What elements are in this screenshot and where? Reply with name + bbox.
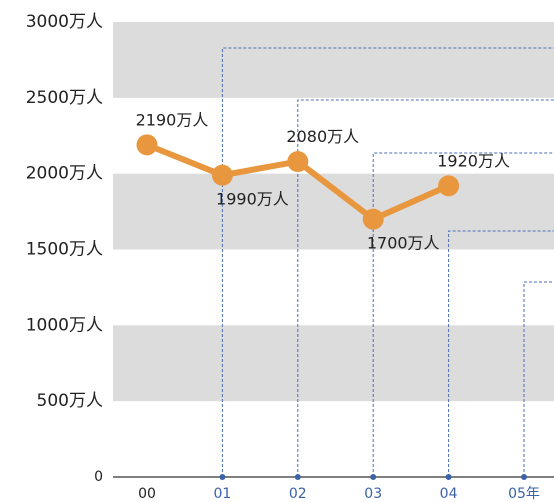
- point: [362, 208, 384, 230]
- point: [287, 151, 309, 173]
- x-tick-label: 05年: [508, 486, 540, 502]
- y-tick-label: 2000万人: [26, 164, 103, 184]
- y-tick-label: 3000万人: [26, 12, 103, 32]
- guide-line: [448, 230, 554, 477]
- x-tick-label: 02: [289, 486, 307, 502]
- y-tick-label: 1000万人: [26, 315, 103, 335]
- guide-line: [221, 47, 554, 477]
- data-label: 1920万人: [437, 151, 510, 170]
- guide-line: [297, 99, 554, 477]
- axis-dot: [370, 474, 377, 480]
- point: [136, 134, 158, 156]
- x-tick-label: 00: [138, 486, 156, 502]
- y-tick-label: 2500万人: [26, 88, 103, 108]
- axis-dot: [521, 474, 527, 480]
- guide-line: [372, 152, 554, 477]
- axis-dot: [445, 474, 452, 480]
- axis-dot: [219, 474, 226, 480]
- point: [438, 175, 460, 197]
- guide-line: [523, 281, 554, 477]
- grid-band: [113, 325, 554, 402]
- data-label: 1700万人: [367, 234, 440, 253]
- data-label: 2080万人: [286, 127, 359, 146]
- grid-band: [113, 22, 554, 98]
- y-tick-label: 0: [94, 469, 103, 485]
- x-tick-label: 01: [213, 486, 231, 502]
- y-tick-label: 1500万人: [26, 240, 103, 260]
- x-tick-label: 04: [440, 486, 458, 502]
- x-tick-label: 03: [364, 486, 382, 502]
- point: [211, 164, 233, 186]
- y-tick-label: 500万人: [37, 391, 103, 411]
- grid-band: [113, 173, 554, 250]
- axis-dot: [294, 474, 301, 480]
- data-label: 2190万人: [136, 110, 209, 129]
- data-label: 1990万人: [216, 190, 289, 209]
